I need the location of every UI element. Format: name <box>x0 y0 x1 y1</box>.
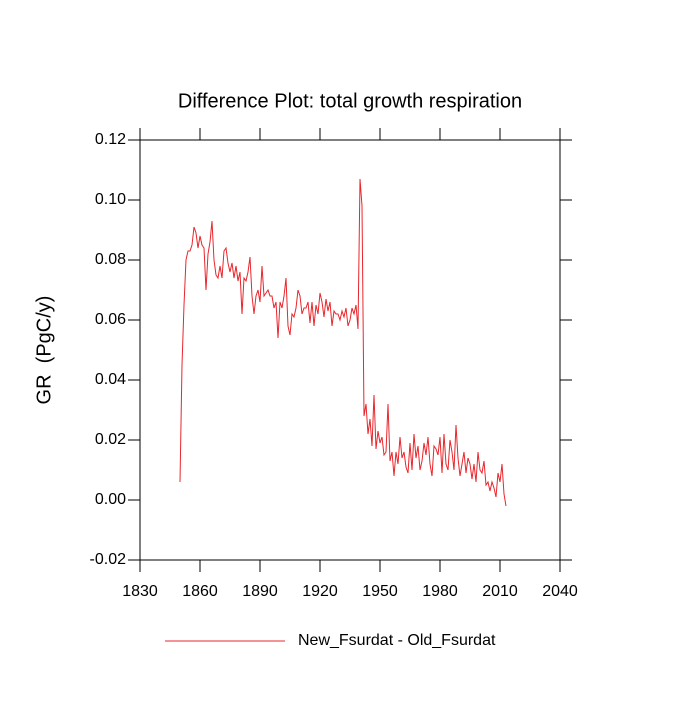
y-axis-label: GR (PgC/y) <box>33 296 55 405</box>
x-tick-label: 2040 <box>542 583 578 600</box>
y-tick-label: -0.02 <box>90 551 127 568</box>
y-tick-label: 0.06 <box>95 311 126 328</box>
y-tick-label: 0.10 <box>95 191 126 208</box>
x-tick-label: 1950 <box>362 583 398 600</box>
x-tick-label: 1920 <box>302 583 338 600</box>
y-tick-label: 0.04 <box>95 371 126 388</box>
x-tick-label: 1980 <box>422 583 458 600</box>
y-tick-label: 0.08 <box>95 251 126 268</box>
x-tick-label: 2010 <box>482 583 518 600</box>
x-tick-label: 1890 <box>242 583 278 600</box>
x-tick-label: 1860 <box>182 583 218 600</box>
chart-title: Difference Plot: total growth respiratio… <box>178 90 522 112</box>
y-tick-label: 0.02 <box>95 431 126 448</box>
data-line <box>179 178 507 507</box>
legend-label: New_Fsurdat - Old_Fsurdat <box>298 632 496 649</box>
y-tick-label: 0.00 <box>95 491 126 508</box>
x-tick-label: 1830 <box>122 583 158 600</box>
plot-frame <box>139 139 561 561</box>
y-tick-label: 0.12 <box>95 131 126 148</box>
